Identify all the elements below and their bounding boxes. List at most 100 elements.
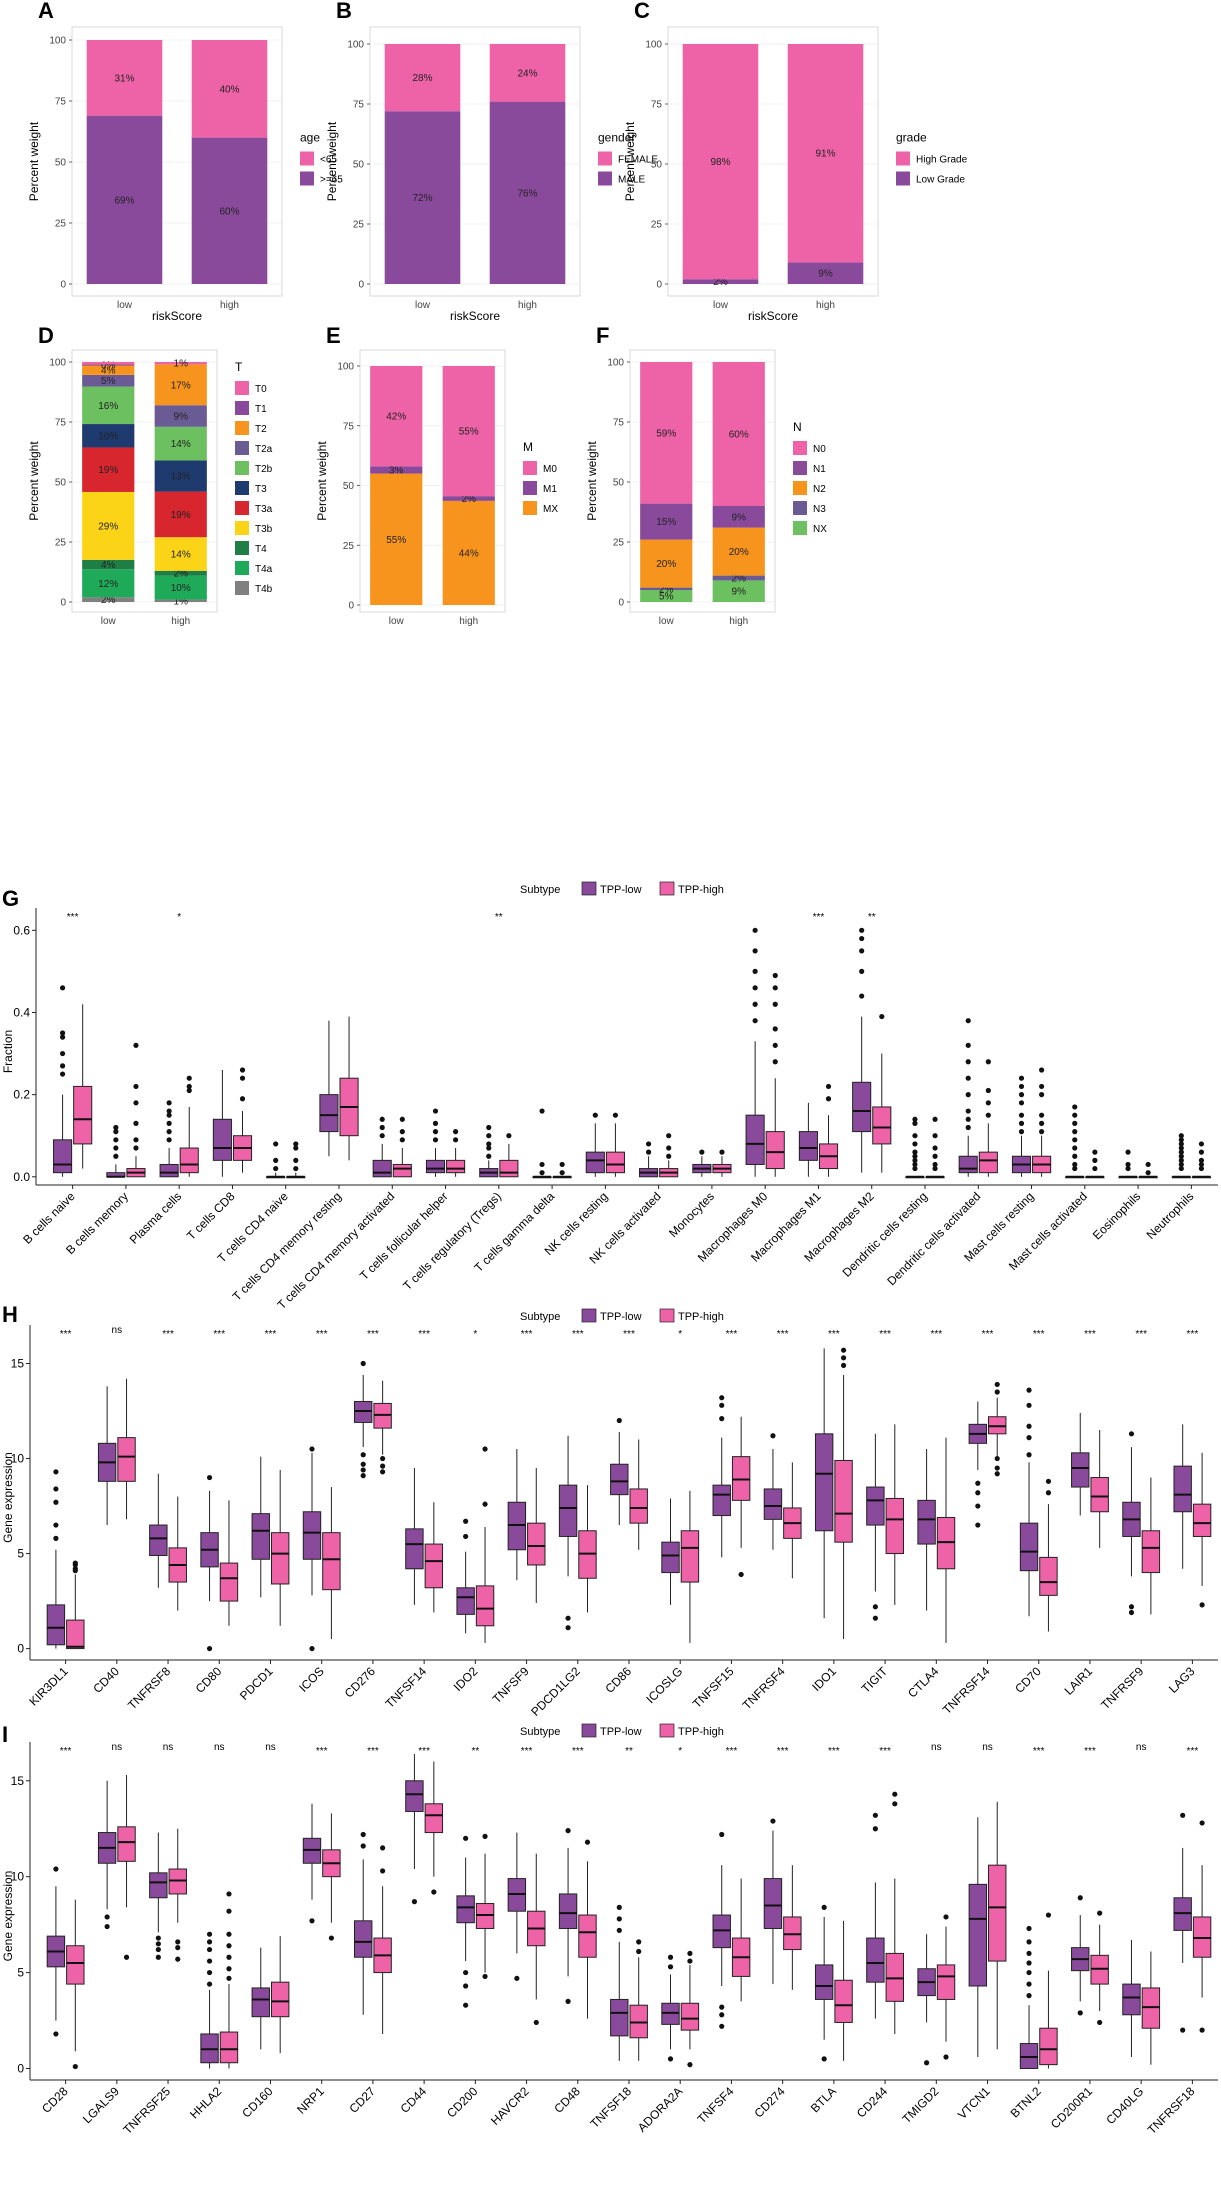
- data-label: 2%: [659, 584, 674, 595]
- outlier-point: [1018, 1120, 1025, 1126]
- significance-label: ***: [367, 1746, 379, 1757]
- outlier-point: [965, 1116, 971, 1122]
- x-tick-label: high: [518, 300, 537, 311]
- data-label: 17%: [171, 380, 191, 391]
- stacked-bar-segment: [442, 500, 495, 605]
- legend-swatch: [300, 171, 314, 186]
- data-label: 59%: [656, 428, 676, 439]
- outlier-point: [932, 1133, 938, 1139]
- outlier-point: [206, 1958, 213, 1964]
- outlier-point: [965, 1042, 971, 1048]
- y-tick-label: 25: [55, 219, 67, 230]
- outlier-point: [432, 1108, 439, 1114]
- box-iqr: [834, 1979, 853, 2023]
- data-label: 60%: [219, 206, 239, 217]
- outlier-point: [166, 1129, 172, 1135]
- outlier-point: [273, 1165, 279, 1172]
- outlier-point: [113, 1137, 119, 1143]
- panel-letter: H: [2, 1302, 18, 1327]
- stacked-bar-segment: [82, 365, 135, 375]
- outlier-point: [53, 1469, 59, 1475]
- box-iqr: [405, 1528, 424, 1570]
- outlier-point: [1180, 1812, 1186, 1818]
- outlier-point: [431, 1889, 437, 1895]
- box-iqr: [1173, 1465, 1192, 1513]
- box-iqr: [1039, 2027, 1058, 2066]
- outlier-point: [1198, 1165, 1205, 1172]
- outlier-point: [1026, 1950, 1032, 1957]
- legend-swatch: [523, 461, 537, 475]
- box-iqr: [661, 1541, 680, 1574]
- x-tick-label: TNFSF15: [690, 1664, 737, 1711]
- legend-swatch: [235, 381, 249, 395]
- box-iqr: [73, 1085, 93, 1145]
- outlier-point: [53, 1486, 59, 1492]
- outlier-point: [380, 1469, 386, 1475]
- outlier-point: [719, 2023, 725, 2029]
- outlier-point: [719, 2012, 725, 2018]
- outlier-point: [175, 1939, 181, 1945]
- outlier-point: [859, 993, 865, 999]
- stacked-bar-segment: [370, 473, 423, 605]
- outlier-point: [72, 2063, 78, 2070]
- outlier-point: [293, 1165, 299, 1172]
- outlier-point: [1145, 1170, 1151, 1176]
- legend-label: T2b: [255, 464, 273, 475]
- x-tick-label: low: [101, 616, 117, 627]
- data-label: 91%: [815, 149, 835, 160]
- y-tick-label: 75: [613, 418, 625, 429]
- outlier-point: [273, 1157, 279, 1163]
- box-iqr: [605, 1151, 625, 1174]
- box-iqr: [405, 1780, 424, 1812]
- legend-label: T3a: [255, 504, 273, 515]
- x-tick-label: Plasma cells: [127, 1189, 185, 1247]
- stacked-bar-segment: [86, 115, 163, 284]
- box-iqr: [834, 1459, 853, 1543]
- data-label: 14%: [171, 439, 191, 450]
- x-tick-label: high: [220, 300, 239, 311]
- legend-label: MX: [543, 504, 558, 515]
- outlier-point: [1072, 1129, 1078, 1135]
- y-tick-label: 50: [55, 158, 67, 169]
- y-axis-title: Percent weight: [585, 441, 599, 521]
- y-tick-label: 100: [337, 362, 354, 373]
- outlier-point: [411, 1899, 418, 1905]
- x-tick-label: CD44: [398, 2084, 430, 2116]
- x-tick-label: BTNL2: [1008, 2084, 1045, 2121]
- legend-title: age: [300, 131, 320, 145]
- panel-b: B 0 25 50 75 100 Percent weight 72% 28% low 76% 24%…: [325, 0, 658, 323]
- x-tick-label: T cells CD8: [184, 1189, 238, 1243]
- outlier-point: [636, 1948, 642, 1955]
- outlier-point: [1045, 1912, 1052, 1918]
- significance-label: ***: [60, 1746, 72, 1757]
- y-axis-title: Gene expression: [1, 1871, 15, 1962]
- y-tick-label: 0: [17, 1642, 24, 1656]
- stacked-bar-segment: [86, 40, 163, 116]
- outlier-point: [186, 1083, 192, 1090]
- outlier-point: [1026, 1960, 1032, 1966]
- significance-label: ***: [1187, 1746, 1199, 1757]
- x-tick-label: low: [415, 300, 431, 311]
- panel-letter: A: [38, 0, 54, 23]
- outlier-point: [772, 1042, 778, 1048]
- x-tick-label: CD40: [90, 1664, 122, 1696]
- y-tick-label: 0: [60, 280, 66, 291]
- outlier-point: [309, 1645, 315, 1652]
- x-tick-label: CD274: [751, 2084, 788, 2121]
- outlier-point: [309, 1918, 315, 1924]
- stacked-bar-segment: [640, 590, 693, 602]
- stacked-bar-segment: [682, 279, 759, 284]
- outlier-point: [719, 1831, 725, 1838]
- legend-swatch: [793, 481, 807, 495]
- y-axis-title: Gene expression: [1, 1452, 15, 1543]
- outlier-point: [965, 1108, 971, 1114]
- box-iqr: [763, 1878, 783, 1929]
- outlier-point: [1128, 1609, 1135, 1616]
- significance-label: ***: [1084, 1329, 1096, 1340]
- outlier-point: [616, 1904, 622, 1910]
- legend-swatch: [235, 501, 249, 515]
- data-label: 55%: [459, 427, 479, 438]
- data-label: 55%: [386, 535, 406, 546]
- significance-label: ***: [418, 1746, 430, 1757]
